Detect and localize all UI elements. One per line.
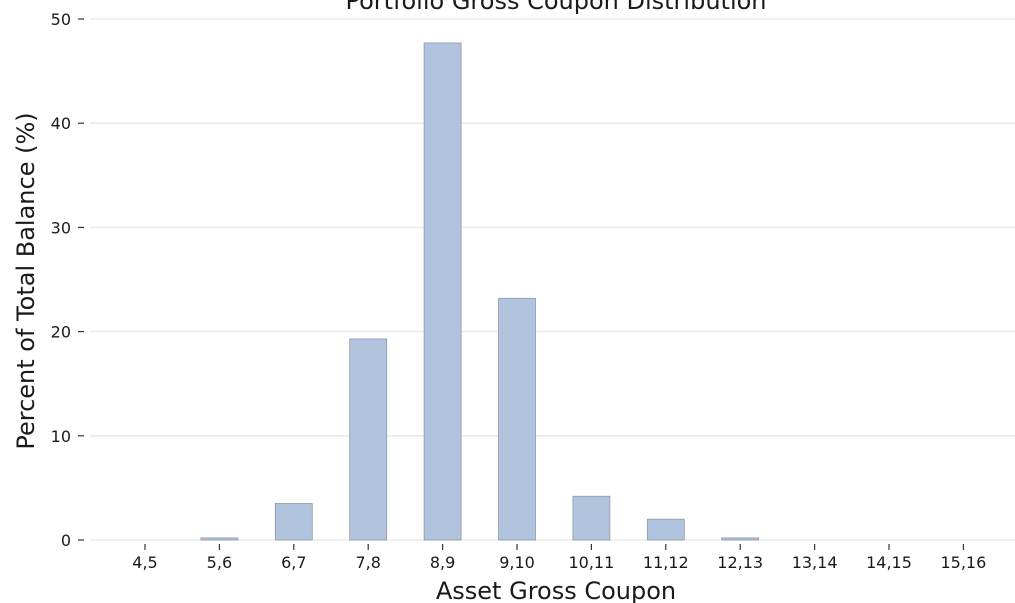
y-tick-label: 0: [61, 531, 71, 550]
y-axis-ticks: 0 10 20 30 40 50: [51, 10, 84, 550]
x-tick-label: 5,6: [207, 553, 232, 572]
x-tick-label: 9,10: [499, 553, 535, 572]
y-tick-label: 20: [51, 323, 71, 342]
y-tick-label: 50: [51, 10, 71, 29]
x-tick-label: 6,7: [281, 553, 306, 572]
x-axis-label: Asset Gross Coupon: [436, 577, 676, 603]
bar: [200, 537, 239, 541]
x-tick-label: 10,11: [568, 553, 614, 572]
y-tick-label: 40: [51, 114, 71, 133]
x-tick-label: 8,9: [430, 553, 455, 572]
x-tick-label: 15,16: [940, 553, 986, 572]
y-tick-label: 30: [51, 218, 71, 237]
x-tick-label: 7,8: [355, 553, 380, 572]
bar: [498, 297, 536, 541]
x-tick-label: 14,15: [866, 553, 912, 572]
grid-layer: [90, 18, 1015, 541]
x-tick-label: 4,5: [132, 553, 157, 572]
bar: [274, 503, 313, 541]
bar: [349, 338, 388, 541]
bar: [721, 537, 760, 541]
x-tick-label: 13,14: [792, 553, 838, 572]
bar: [572, 495, 611, 541]
x-axis-ticks: 4,5 5,6 6,7 7,8 8,9 9,10 10,11 11,12 12,13 13,14 1…: [132, 544, 986, 572]
chart-title: Portfolio Gross Coupon Distribution: [345, 0, 766, 15]
x-tick-label: 12,13: [717, 553, 763, 572]
bar: [423, 42, 462, 541]
bar-layer: [200, 42, 760, 541]
x-tick-label: 11,12: [643, 553, 689, 572]
bar: [646, 518, 685, 541]
y-axis-label: Percent of Total Balance (%): [12, 112, 40, 449]
y-tick-label: 10: [51, 427, 71, 446]
